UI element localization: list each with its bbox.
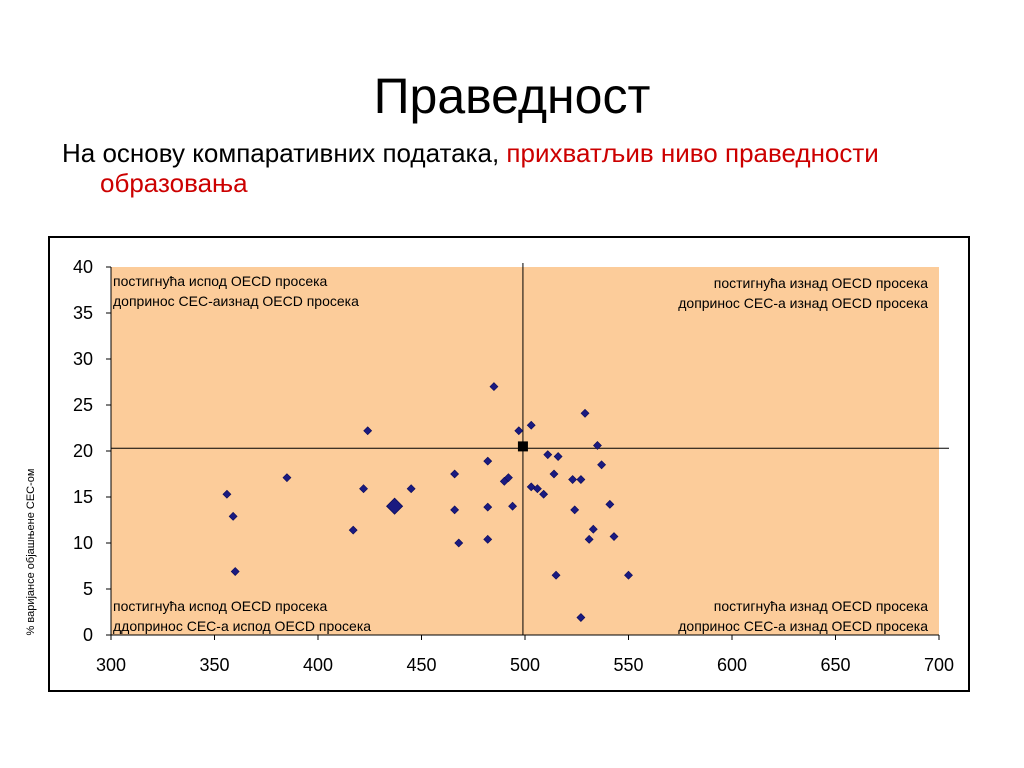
data-point [363, 426, 373, 436]
data-point [514, 426, 524, 436]
annotation-top-left: допринос СЕС-аизнад OECD просека [113, 293, 359, 309]
data-point [454, 538, 464, 548]
data-point [576, 613, 586, 622]
slide-title: Праведност [373, 68, 651, 124]
data-point [593, 441, 602, 450]
data-point [580, 408, 590, 418]
annotation-top-left: постигнућа испод OECD просека [113, 273, 328, 289]
data-point [624, 570, 633, 580]
x-tick-label: 700 [924, 655, 954, 675]
chart-frame [48, 236, 970, 692]
x-tick-label: 450 [406, 655, 436, 675]
data-point [584, 534, 594, 544]
annotation-bottom-left: ддопринос СЕС-а испод OECD просека [113, 618, 371, 634]
oecd-average-point [517, 441, 528, 452]
data-point [222, 489, 232, 499]
data-point [483, 502, 493, 512]
x-tick-label: 300 [96, 655, 126, 675]
subtitle-highlight-2: образовања [100, 168, 248, 198]
tick-labels: 0 5 10 15 20 25 30 35 40 300 350 400 450 500 550 600 650… [73, 257, 954, 675]
data-point [549, 469, 559, 479]
highlight-data-point [386, 497, 404, 515]
data-point [539, 489, 549, 499]
x-tick-label: 650 [820, 655, 850, 675]
y-tick-label: 40 [73, 257, 93, 277]
data-point [450, 505, 460, 515]
data-point [597, 460, 607, 470]
data-point [450, 469, 460, 479]
data-point [605, 499, 615, 509]
x-tick-label: 500 [510, 655, 540, 675]
annotation-bottom-right: постигнућа изнад OECD просека [714, 598, 928, 614]
axes [106, 266, 940, 640]
data-point [359, 484, 368, 494]
y-tick-label: 0 [83, 625, 93, 645]
subtitle-highlight-1: прихватљив ниво праведности [506, 138, 879, 168]
annotation-top-right: постигнућа изнад OECD просека [714, 275, 928, 291]
data-point [508, 501, 518, 511]
y-tick-label: 10 [73, 533, 93, 553]
data-point [504, 473, 513, 483]
y-tick-label: 5 [83, 579, 93, 599]
data-point [230, 567, 240, 576]
data-point [489, 382, 499, 392]
data-point [588, 524, 598, 534]
data-point [570, 505, 580, 515]
data-point [483, 534, 493, 544]
data-points [222, 382, 633, 622]
data-point [348, 525, 358, 535]
data-point [282, 473, 292, 483]
annotation-bottom-left: постигнућа испод OECD просека [113, 598, 328, 614]
y-tick-label: 20 [73, 441, 93, 461]
x-tick-label: 350 [199, 655, 229, 675]
data-point [551, 570, 561, 580]
data-point [228, 511, 238, 521]
subtitle-plain: На основу компаративних података, [62, 138, 507, 168]
data-point [543, 450, 553, 460]
data-point [483, 456, 493, 466]
quadrant-annotations: постигнућа испод OECD просека допринос СЕ… [113, 273, 928, 634]
x-tick-label: 400 [303, 655, 333, 675]
data-point [532, 484, 542, 494]
x-tick-label: 600 [717, 655, 747, 675]
x-tick-label: 550 [613, 655, 643, 675]
y-tick-label: 30 [73, 349, 93, 369]
y-tick-label: 25 [73, 395, 93, 415]
y-tick-label: 15 [73, 487, 93, 507]
data-point [576, 475, 586, 484]
data-point [406, 484, 416, 494]
data-point [553, 452, 563, 461]
data-point [568, 475, 578, 484]
data-point [609, 532, 619, 541]
slide-subtitle: На основу компаративних података, прихва… [62, 138, 982, 198]
data-point [526, 420, 536, 430]
annotation-bottom-right: допринос СЕС-а изнад OECD просека [678, 618, 928, 634]
y-tick-label: 35 [73, 303, 93, 323]
annotation-top-right: допринос СЕС-а изнад OECD просека [678, 295, 928, 311]
